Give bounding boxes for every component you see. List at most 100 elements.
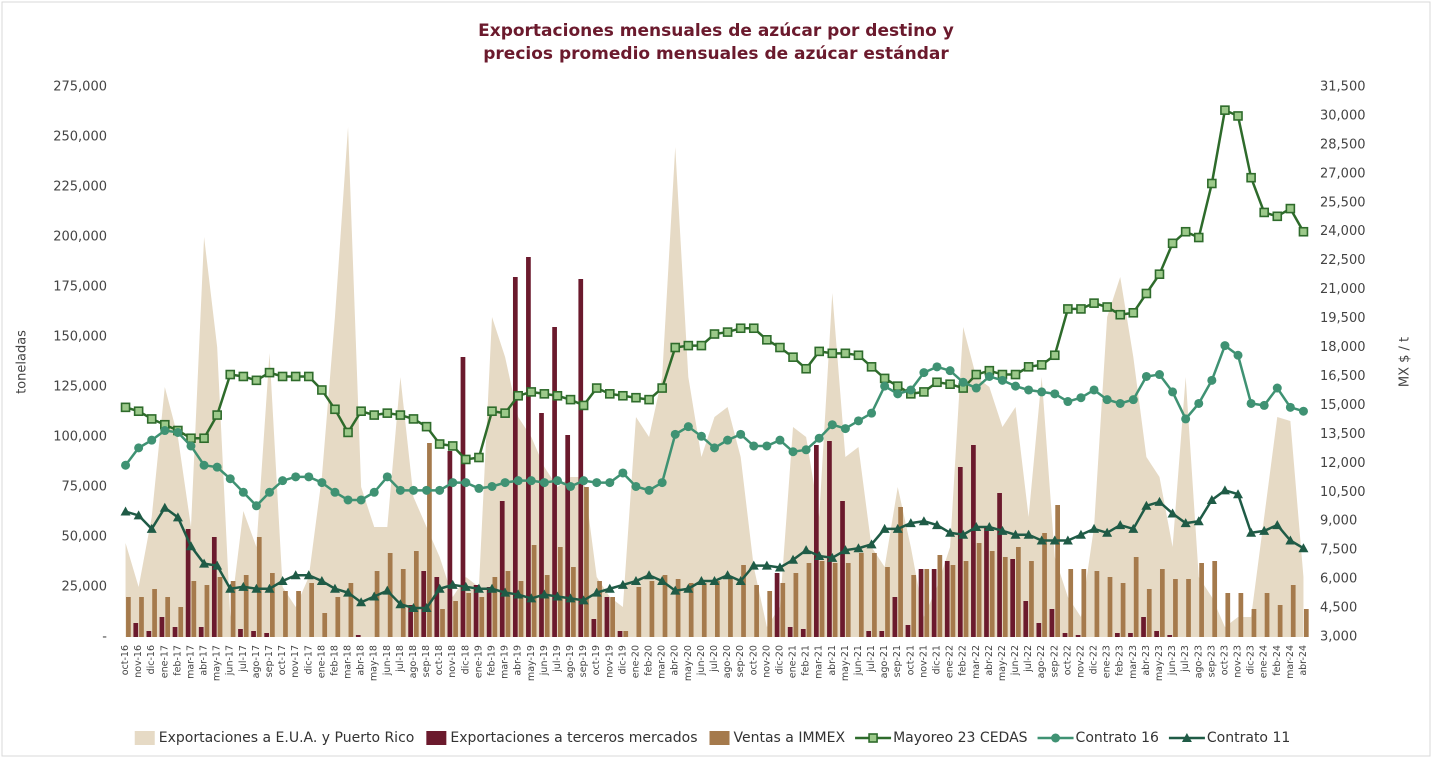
line-marker [316,576,327,586]
bar [1277,605,1283,637]
line-marker [657,576,668,586]
x-tick-label: sep-19 [578,645,589,677]
y-tick-label: 25,000 [62,580,108,595]
line-marker [997,525,1008,535]
line-marker [1233,111,1243,121]
bar [787,627,793,637]
line-marker [395,599,406,609]
bar [217,577,223,637]
line-marker [1128,307,1139,318]
line-marker [971,369,982,380]
bar [427,443,432,637]
line-marker [343,495,353,505]
x-tick-label: jun-17 [225,645,236,676]
bar [256,537,262,637]
line-marker [238,487,248,497]
line-marker [892,381,903,391]
y2-tick-label: 10,500 [1320,485,1366,500]
line-marker [290,371,301,382]
bar [591,619,597,637]
x-tick-label: jul-18 [395,645,406,673]
line-marker [1298,543,1309,553]
legend-item: Contrato 16 [1037,730,1159,746]
bar [126,597,131,637]
bar [604,597,610,637]
bar [813,445,819,637]
line-marker [1193,516,1204,526]
line-marker [330,487,340,497]
bar [309,583,314,637]
line-marker [1181,414,1191,424]
line-marker [1011,381,1021,391]
line-marker [801,363,811,374]
x-tick-label: jul-20 [709,645,720,673]
line-marker [579,476,589,486]
line-marker [1115,309,1126,320]
bar [989,551,995,637]
bar [715,581,720,637]
line-marker [146,523,157,533]
line-marker [1259,400,1269,410]
line-marker [277,576,288,586]
bar [447,451,453,637]
line-marker [317,478,327,488]
line-marker [1246,527,1257,537]
bar [204,585,210,637]
bar [251,631,256,637]
line-marker [866,362,877,372]
legend-item: Exportaciones a E.U.A. y Puerto Rico [134,730,414,746]
line-marker [526,387,537,397]
line-marker [1024,385,1034,395]
x-tick-label: ene-18 [316,645,327,678]
legend-swatch [426,731,447,745]
line-marker [251,501,261,511]
line-marker [277,371,288,382]
x-tick-label: abr-22 [984,645,995,676]
x-tick-label: ago-18 [408,645,419,678]
line-marker [212,462,222,472]
y2-tick-label: 21,000 [1320,282,1366,297]
line-marker [618,390,628,401]
line-marker [814,433,824,443]
line-marker [631,392,641,403]
y2-tick-label: 9,000 [1320,514,1357,529]
x-tick-label: nov-17 [290,645,301,678]
line-marker [1285,402,1295,412]
line-marker [709,576,720,586]
line-marker [356,597,367,607]
bar [984,527,989,637]
line-marker [931,520,942,530]
line-marker [1141,288,1152,299]
bar [1115,633,1120,637]
line-marker [670,429,680,439]
x-tick-label: sep-20 [735,645,746,677]
line-marker [853,416,863,426]
x-tick-label: ago-23 [1193,645,1204,678]
x-tick-label: jun-18 [382,645,393,676]
line-marker [225,369,236,380]
line-marker [893,389,903,399]
line-marker [460,581,471,591]
x-tick-label: feb-23 [1115,645,1126,676]
line-marker [539,589,550,599]
x-tick-label: ago-20 [722,645,733,678]
y2-tick-label: 7,500 [1320,543,1357,558]
bar [944,561,950,637]
line-marker [1206,494,1217,504]
x-tick-label: feb-24 [1272,645,1283,676]
bar [1075,635,1081,637]
line-marker [710,443,719,453]
bar [565,435,571,637]
bar [617,631,623,637]
x-tick-label: jul-19 [552,645,563,673]
x-tick-label: abr-19 [513,645,524,676]
line-marker [487,481,497,491]
bar [139,597,144,637]
line-marker [435,485,445,495]
x-tick-label: ene-17 [159,645,170,678]
line-marker [408,414,419,424]
bar [1159,569,1165,637]
line-marker [199,433,209,444]
line-marker [932,377,942,388]
line-marker [840,424,850,434]
